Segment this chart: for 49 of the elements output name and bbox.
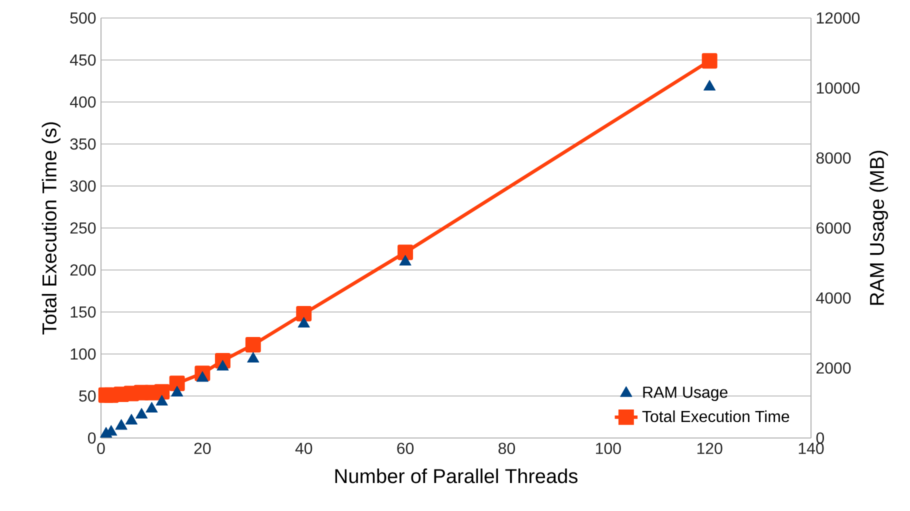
point [399,255,412,266]
x-tick-label: 100 [596,442,621,454]
y-tick-label: 150 [70,306,96,318]
point [136,408,148,418]
point [296,306,312,322]
y-axis-title: Total Execution Time (s) [42,122,60,334]
point [216,360,229,371]
y-tick-label: 500 [70,12,96,24]
y-tick-label: 50 [79,390,96,402]
legend-label: RAM Usage [643,386,728,402]
x-tick-label: 120 [697,442,722,454]
y-tick-label: 200 [70,264,96,276]
x-tick-label: 60 [397,442,414,454]
point [115,419,128,430]
point [156,395,168,406]
point [704,80,716,91]
y2-tick-label: 10000 [816,82,860,94]
y2-tick-label: 12000 [816,12,860,24]
y-tick-label: 300 [70,180,96,192]
x-axis-title: Number of Parallel Threads [335,468,578,484]
x-tick-label: 0 [97,442,105,454]
y2-axis-title: RAM Usage (MB) [869,150,888,305]
y2-tick-label: 2000 [816,362,851,374]
x-tick-label: 80 [498,442,515,454]
point [298,316,310,328]
x-tick-label: 140 [798,442,824,454]
y-tick-label: 450 [70,54,96,66]
point [245,337,261,352]
y-tick-label: 100 [70,348,96,360]
point [171,386,184,396]
y2-tick-label: 8000 [816,152,851,164]
point [125,414,138,424]
x-tick-label: 40 [295,442,312,454]
point [154,384,170,400]
point [146,402,158,413]
y2-tick-label: 0 [816,432,824,444]
y-tick-label: 400 [70,96,96,108]
point [702,53,718,69]
point [398,244,414,260]
point [196,371,208,382]
y-tick-label: 0 [88,432,96,444]
legend-label: Total Execution Time [642,410,790,422]
point [169,376,185,392]
y2-tick-label: 6000 [816,222,851,234]
y-tick-label: 350 [70,138,96,150]
y-tick-label: 250 [70,222,96,234]
x-tick-label: 20 [194,442,211,454]
point [247,352,260,362]
y2-tick-label: 4000 [816,292,851,304]
